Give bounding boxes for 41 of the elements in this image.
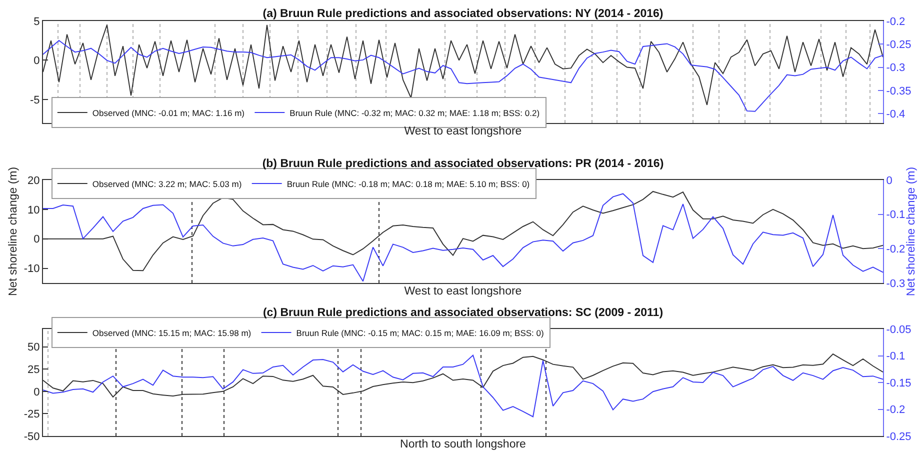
x-axis-title: West to east longshore	[404, 286, 522, 298]
y-tick-label: 0	[34, 55, 40, 68]
legend-label: Bruun Rule (MNC: -0.18 m; MAC: 0.18 m; MAE: 5.10 m; BSS: 0)	[286, 178, 530, 189]
legend-label: Observed (MNC: -0.01 m; MAC: 1.16 m)	[92, 108, 245, 118]
y2-tick-label: -0.25	[886, 39, 912, 52]
y-tick-label: 5	[34, 16, 40, 28]
y2-tick-label: -0.15	[886, 377, 912, 390]
y2-tick-label: -0.05	[886, 324, 912, 336]
y-tick-label: 20	[28, 174, 40, 187]
y2-tick-label: -0.1	[886, 209, 906, 222]
x-axis-title: North to south longshore	[400, 438, 526, 451]
y2-tick-label: 0	[886, 174, 892, 187]
y2-tick-label: -0.35	[886, 85, 912, 98]
y-axis-title: Net shoreline change (m)	[7, 166, 20, 296]
chart-title: (c) Bruun Rule predictions and associated observations: SC (2009 - 2011)	[262, 307, 664, 319]
chart-title: (b) Bruun Rule predictions and associated observations: PR (2014 - 2016)	[262, 158, 664, 170]
y-tick-label: 0	[34, 386, 40, 398]
y2-tick-label: -0.1	[886, 350, 906, 363]
y-tick-label: -25	[24, 408, 40, 421]
y-tick-label: -50	[24, 430, 40, 443]
legend-label: Bruun Rule (MNC: -0.32 m; MAC: 0.32 m; MAE: 1.18 m; BSS: 0.2)	[290, 108, 540, 118]
y-tick-label: 25	[28, 364, 40, 376]
y2-tick-label: -0.25	[886, 430, 912, 443]
y-tick-label: -10	[24, 263, 40, 276]
legend-label: Observed (MNC: 15.15 m; MAC: 15.98 m)	[92, 328, 252, 338]
y-tick-label: 50	[28, 342, 40, 354]
y2-tick-label: -0.2	[886, 16, 906, 28]
y-tick-label: 10	[28, 204, 40, 216]
legend-label: Bruun Rule (MNC: -0.15 m; MAC: 0.15 m; MAE: 16.09 m; BSS: 0)	[296, 328, 544, 338]
y-tick-label: 0	[34, 234, 40, 246]
y2-axis-title: Net shoreline change (m)	[906, 166, 918, 296]
legend-label: Observed (MNC: 3.22 m; MAC: 5.03 m)	[92, 178, 242, 189]
line-series	[43, 354, 883, 418]
y2-tick-label: -0.2	[886, 404, 906, 416]
y-tick-label: -5	[30, 94, 40, 106]
y2-tick-label: -0.3	[886, 62, 906, 74]
x-axis-title: West to east longshore	[404, 126, 522, 138]
y2-tick-label: -0.4	[886, 108, 906, 121]
chart-title: (a) Bruun Rule predictions and associated observations: NY (2014 - 2016)	[262, 8, 664, 20]
y2-tick-label: -0.3	[886, 278, 906, 290]
y2-tick-label: -0.2	[886, 244, 906, 256]
